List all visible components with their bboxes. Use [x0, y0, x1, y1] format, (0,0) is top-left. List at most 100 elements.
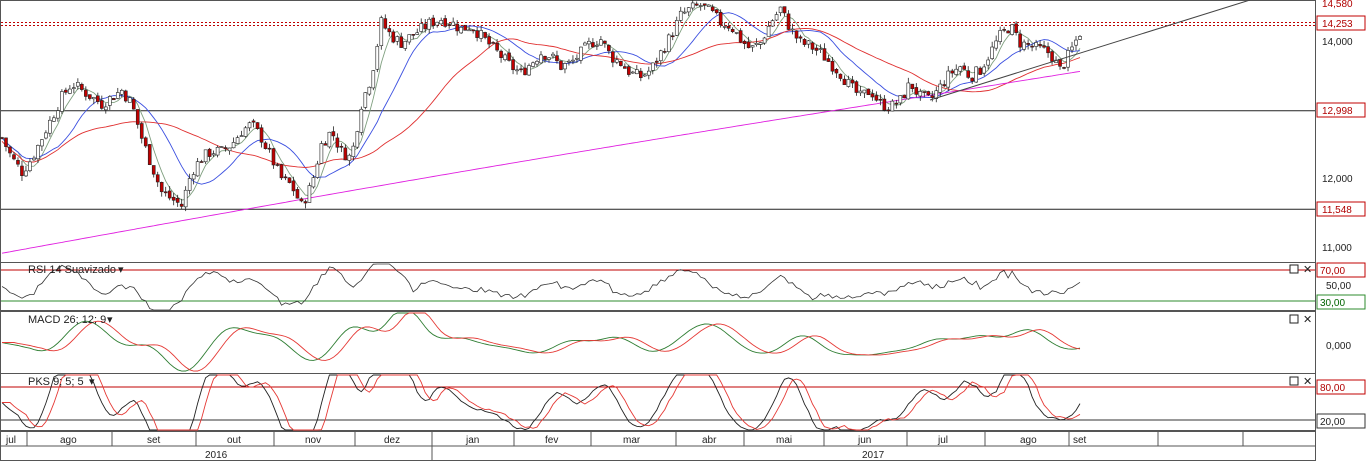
macd-dropdown-icon[interactable]: ▾ [107, 314, 113, 326]
candle-body [303, 201, 308, 204]
price-label-mid: 12,998 [1322, 106, 1353, 117]
candle-body [998, 30, 1002, 42]
candle-body [635, 69, 639, 75]
candle-body [1070, 46, 1074, 51]
candle-body [978, 67, 982, 75]
price-axis: 14,580 14,253 14,000 12,998 12,000 11,54… [1316, 0, 1366, 254]
candle-body [451, 21, 455, 26]
candle-body [407, 34, 412, 43]
candle-body [958, 66, 963, 72]
candle-body [239, 135, 244, 137]
candle-body [818, 48, 823, 50]
candle-body [28, 161, 32, 172]
candle-body [1006, 30, 1010, 34]
rsi-label-70-box [1316, 262, 1366, 278]
candle-body [1030, 45, 1034, 48]
candle-body [411, 34, 416, 36]
rsi-maximize-icon[interactable] [1289, 264, 1299, 274]
candle-body [379, 17, 384, 46]
candle-body [1058, 58, 1062, 67]
macd-close-icon[interactable]: ✕ [1303, 314, 1312, 326]
candle-body [778, 6, 783, 14]
candle-body [922, 91, 927, 93]
rsi-dropdown-icon[interactable]: ▾ [118, 264, 124, 276]
candle-body [750, 45, 755, 48]
panel-frames [0, 0, 1316, 461]
candle-body [962, 65, 967, 70]
candle-body [1042, 45, 1046, 48]
candle-body [499, 50, 503, 58]
candle-body [1038, 44, 1042, 47]
candle-body [786, 13, 791, 30]
candle-body [1014, 23, 1018, 33]
pks-label-80-box [1316, 379, 1366, 395]
candle-body [950, 70, 955, 74]
candle-body [159, 182, 164, 193]
candle-body [327, 131, 332, 148]
candle-body [535, 60, 539, 65]
pks-dropdown-icon[interactable]: ▾ [89, 376, 95, 388]
pks-close-icon[interactable]: ✕ [1303, 376, 1312, 388]
month-separators [26, 431, 1244, 461]
candle-body [718, 12, 723, 26]
price-horizontal-levels [1, 22, 1315, 210]
candle-body [938, 83, 943, 93]
candle-body [854, 81, 859, 93]
candle-body [363, 92, 368, 108]
candle-body [738, 30, 743, 43]
candle-body [227, 147, 232, 152]
candle-body [479, 30, 483, 39]
candle-body [40, 139, 44, 147]
candle-body [746, 41, 751, 49]
candle-body [399, 36, 404, 48]
price-tick-11000: 11,000 [1322, 243, 1352, 254]
candle-body [104, 106, 108, 111]
trend-line [929, 0, 1251, 101]
candle-body [131, 98, 136, 110]
month-label-mar: mar [623, 435, 641, 446]
candle-body [690, 2, 695, 9]
candle-body [447, 24, 451, 26]
candle-body [419, 23, 424, 32]
candle-body [119, 90, 124, 95]
candle-body [20, 165, 24, 176]
candle-body [135, 109, 140, 125]
pks-panel-frame [0, 373, 1316, 431]
rsi-close-icon[interactable]: ✕ [1303, 264, 1312, 276]
rsi-panel: RSI 14 Suavizado ▾ ✕ 70,00 50,00 30,00 [1, 262, 1366, 311]
candle-body [531, 62, 535, 67]
macd-maximize-icon[interactable] [1289, 314, 1299, 324]
candle-body [567, 60, 571, 63]
candle-body [555, 55, 559, 62]
month-label-dez: dez [384, 435, 400, 446]
candle-body [76, 82, 80, 87]
candle-body [706, 4, 711, 7]
candle-body [838, 73, 843, 79]
candle-body [742, 40, 747, 45]
candle-body [970, 77, 975, 82]
candle-body [579, 46, 583, 61]
candle-body [155, 174, 160, 183]
candle-body [44, 132, 48, 139]
candle-body [770, 20, 775, 27]
candle-body [926, 91, 931, 96]
candle-body [163, 191, 168, 194]
candle-body [670, 35, 675, 38]
candle-body [559, 60, 563, 70]
candle-body [814, 47, 819, 51]
candle-body [611, 51, 615, 63]
candle-body [930, 95, 935, 98]
candle-body [810, 42, 815, 50]
candle-body [758, 42, 763, 45]
pks-maximize-icon[interactable] [1289, 376, 1299, 386]
candle-body [910, 83, 915, 89]
candle-body [359, 108, 364, 133]
candle-body [906, 82, 911, 100]
price-panel-frame [0, 0, 1316, 263]
candle-body [583, 42, 587, 46]
candle-body [183, 189, 188, 208]
price-tick-14000: 14,000 [1322, 37, 1353, 48]
rsi-title: RSI 14 Suavizado [28, 264, 116, 276]
month-label-jan: jan [465, 435, 479, 446]
